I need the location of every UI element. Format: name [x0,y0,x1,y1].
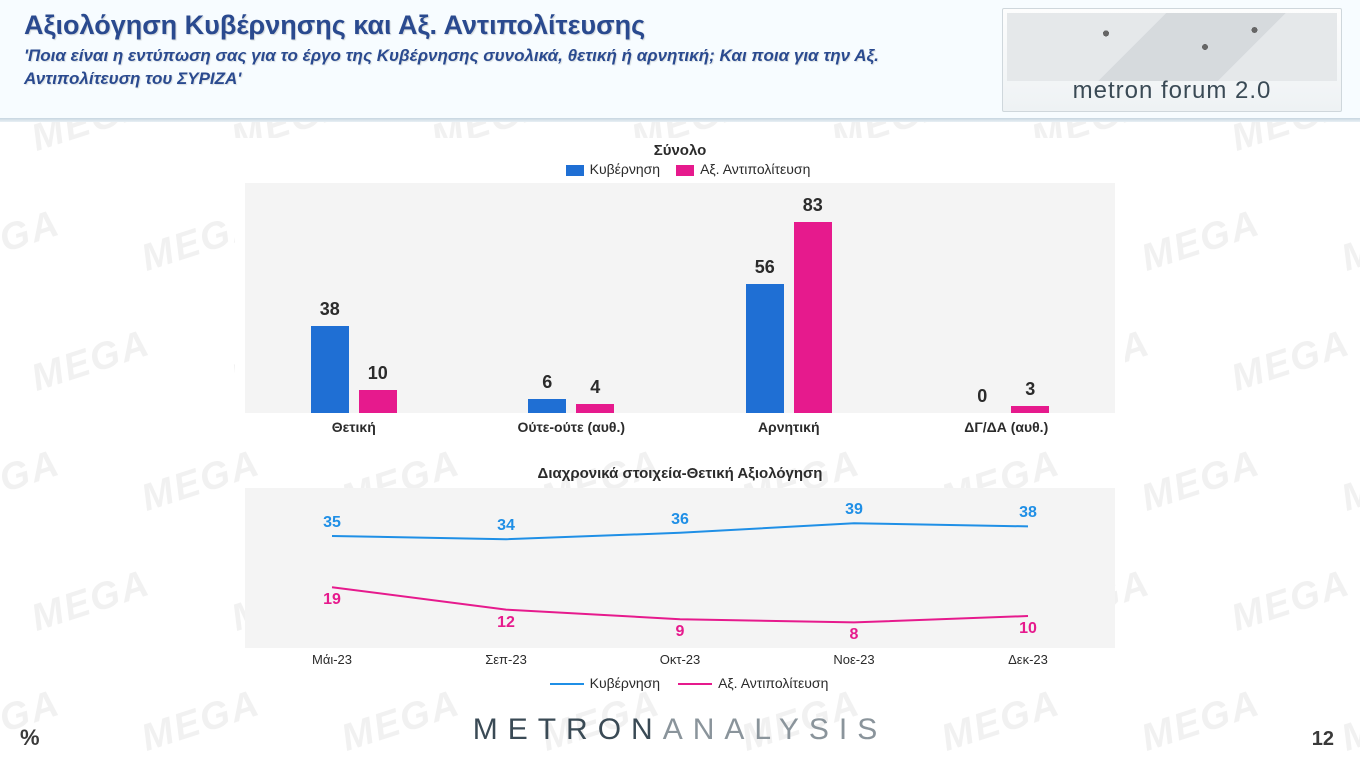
brand-logo-box: metron forum 2.0 [1002,8,1342,112]
slide-content: Σύνολο ΚυβέρνησηΑξ. Αντιπολίτευση 381064… [0,120,1360,695]
line-chart-plot: 35 34 36 39 38 19 12 9 8 10 [245,488,1115,648]
bar-chart-title: Σύνολο [235,138,1125,161]
xaxis-label: Αρνητική [680,419,898,435]
point-value-label: 12 [497,614,515,632]
bar-value-label: 10 [368,363,388,384]
series-line [332,587,1028,622]
bar: 38 [311,326,349,413]
bar-value-label: 0 [977,386,987,407]
point-value-label: 8 [850,626,859,644]
brand-logo-image [1007,13,1337,81]
bar-chart-panel: Σύνολο ΚυβέρνησηΑξ. Αντιπολίτευση 381064… [235,138,1125,443]
bar-group: 5683 [746,222,832,413]
bar-group: 38 10 [311,326,397,413]
xaxis-label: Μάι-23 [245,652,419,667]
bar-chart-xaxis: ΘετικήΟύτε-ούτε (αυθ.)ΑρνητικήΔΓ/ΔΑ (αυθ… [235,413,1125,443]
xaxis-label: Θετική [245,419,463,435]
line-chart-legend: Κυβέρνηση Αξ. Αντιπολίτευση [235,669,1125,695]
legend-label: Κυβέρνηση [590,161,660,177]
bar: 10 [359,390,397,413]
bar: 4 [576,404,614,413]
line-chart-title: Διαχρονικά στοιχεία-Θετική Αξιολόγηση [235,457,1125,488]
legend-swatch [676,165,694,176]
legend-label: Αξ. Αντιπολίτευση [718,675,828,691]
bar: 3 [1011,406,1049,413]
bar: 6 [528,399,566,413]
footer-brand: METRONANALYSIS [0,713,1360,747]
bar-group: 03 [963,406,1049,413]
point-value-label: 35 [323,514,341,532]
footer-brand-b: ANALYSIS [663,713,888,746]
bar-value-label: 6 [542,372,552,393]
bar: 56 [746,284,784,413]
bar-value-label: 3 [1025,379,1035,400]
line-chart-panel: Διαχρονικά στοιχεία-Θετική Αξιολόγηση 35… [235,457,1125,695]
footer-percent-symbol: % [20,725,40,751]
bar-group: 64 [528,399,614,413]
xaxis-label: Δεκ-23 [941,652,1115,667]
point-value-label: 38 [1019,504,1037,522]
legend-label: Κυβέρνηση [590,675,660,691]
bar-chart-legend: Κυβέρνηση Αξ. Αντιπολίτευση [235,161,1125,183]
point-value-label: 10 [1019,620,1037,638]
bar: 83 [794,222,832,413]
slide-header: Αξιολόγηση Κυβέρνησης και Αξ. Αντιπολίτε… [0,0,1360,120]
point-value-label: 19 [323,591,341,609]
point-value-label: 39 [845,501,863,519]
point-value-label: 34 [497,517,515,535]
xaxis-label: Ούτε-ούτε (αυθ.) [463,419,681,435]
bar-chart-plot: 381064568303 [245,183,1115,413]
legend-line [550,683,584,685]
bar-value-label: 38 [320,299,340,320]
xaxis-label: ΔΓ/ΔΑ (αυθ.) [898,419,1116,435]
point-value-label: 36 [671,511,689,529]
legend-line [678,683,712,685]
brand-logo-text: metron forum 2.0 [1073,77,1272,105]
bar-value-label: 56 [755,257,775,278]
xaxis-label: Οκτ-23 [593,652,767,667]
line-chart-xaxis: Μάι-23Σεπ-23Οκτ-23Νοε-23Δεκ-23 [235,648,1125,669]
bar-value-label: 4 [590,377,600,398]
legend-label: Αξ. Αντιπολίτευση [700,161,810,177]
legend-swatch [566,165,584,176]
footer-page-number: 12 [1312,728,1334,751]
bar-value-label: 83 [803,195,823,216]
footer-brand-a: METRON [473,713,663,746]
point-value-label: 9 [676,623,685,641]
xaxis-label: Νοε-23 [767,652,941,667]
xaxis-label: Σεπ-23 [419,652,593,667]
slide-subtitle: 'Ποια είναι η εντύπωση σας για το έργο τ… [24,45,954,91]
